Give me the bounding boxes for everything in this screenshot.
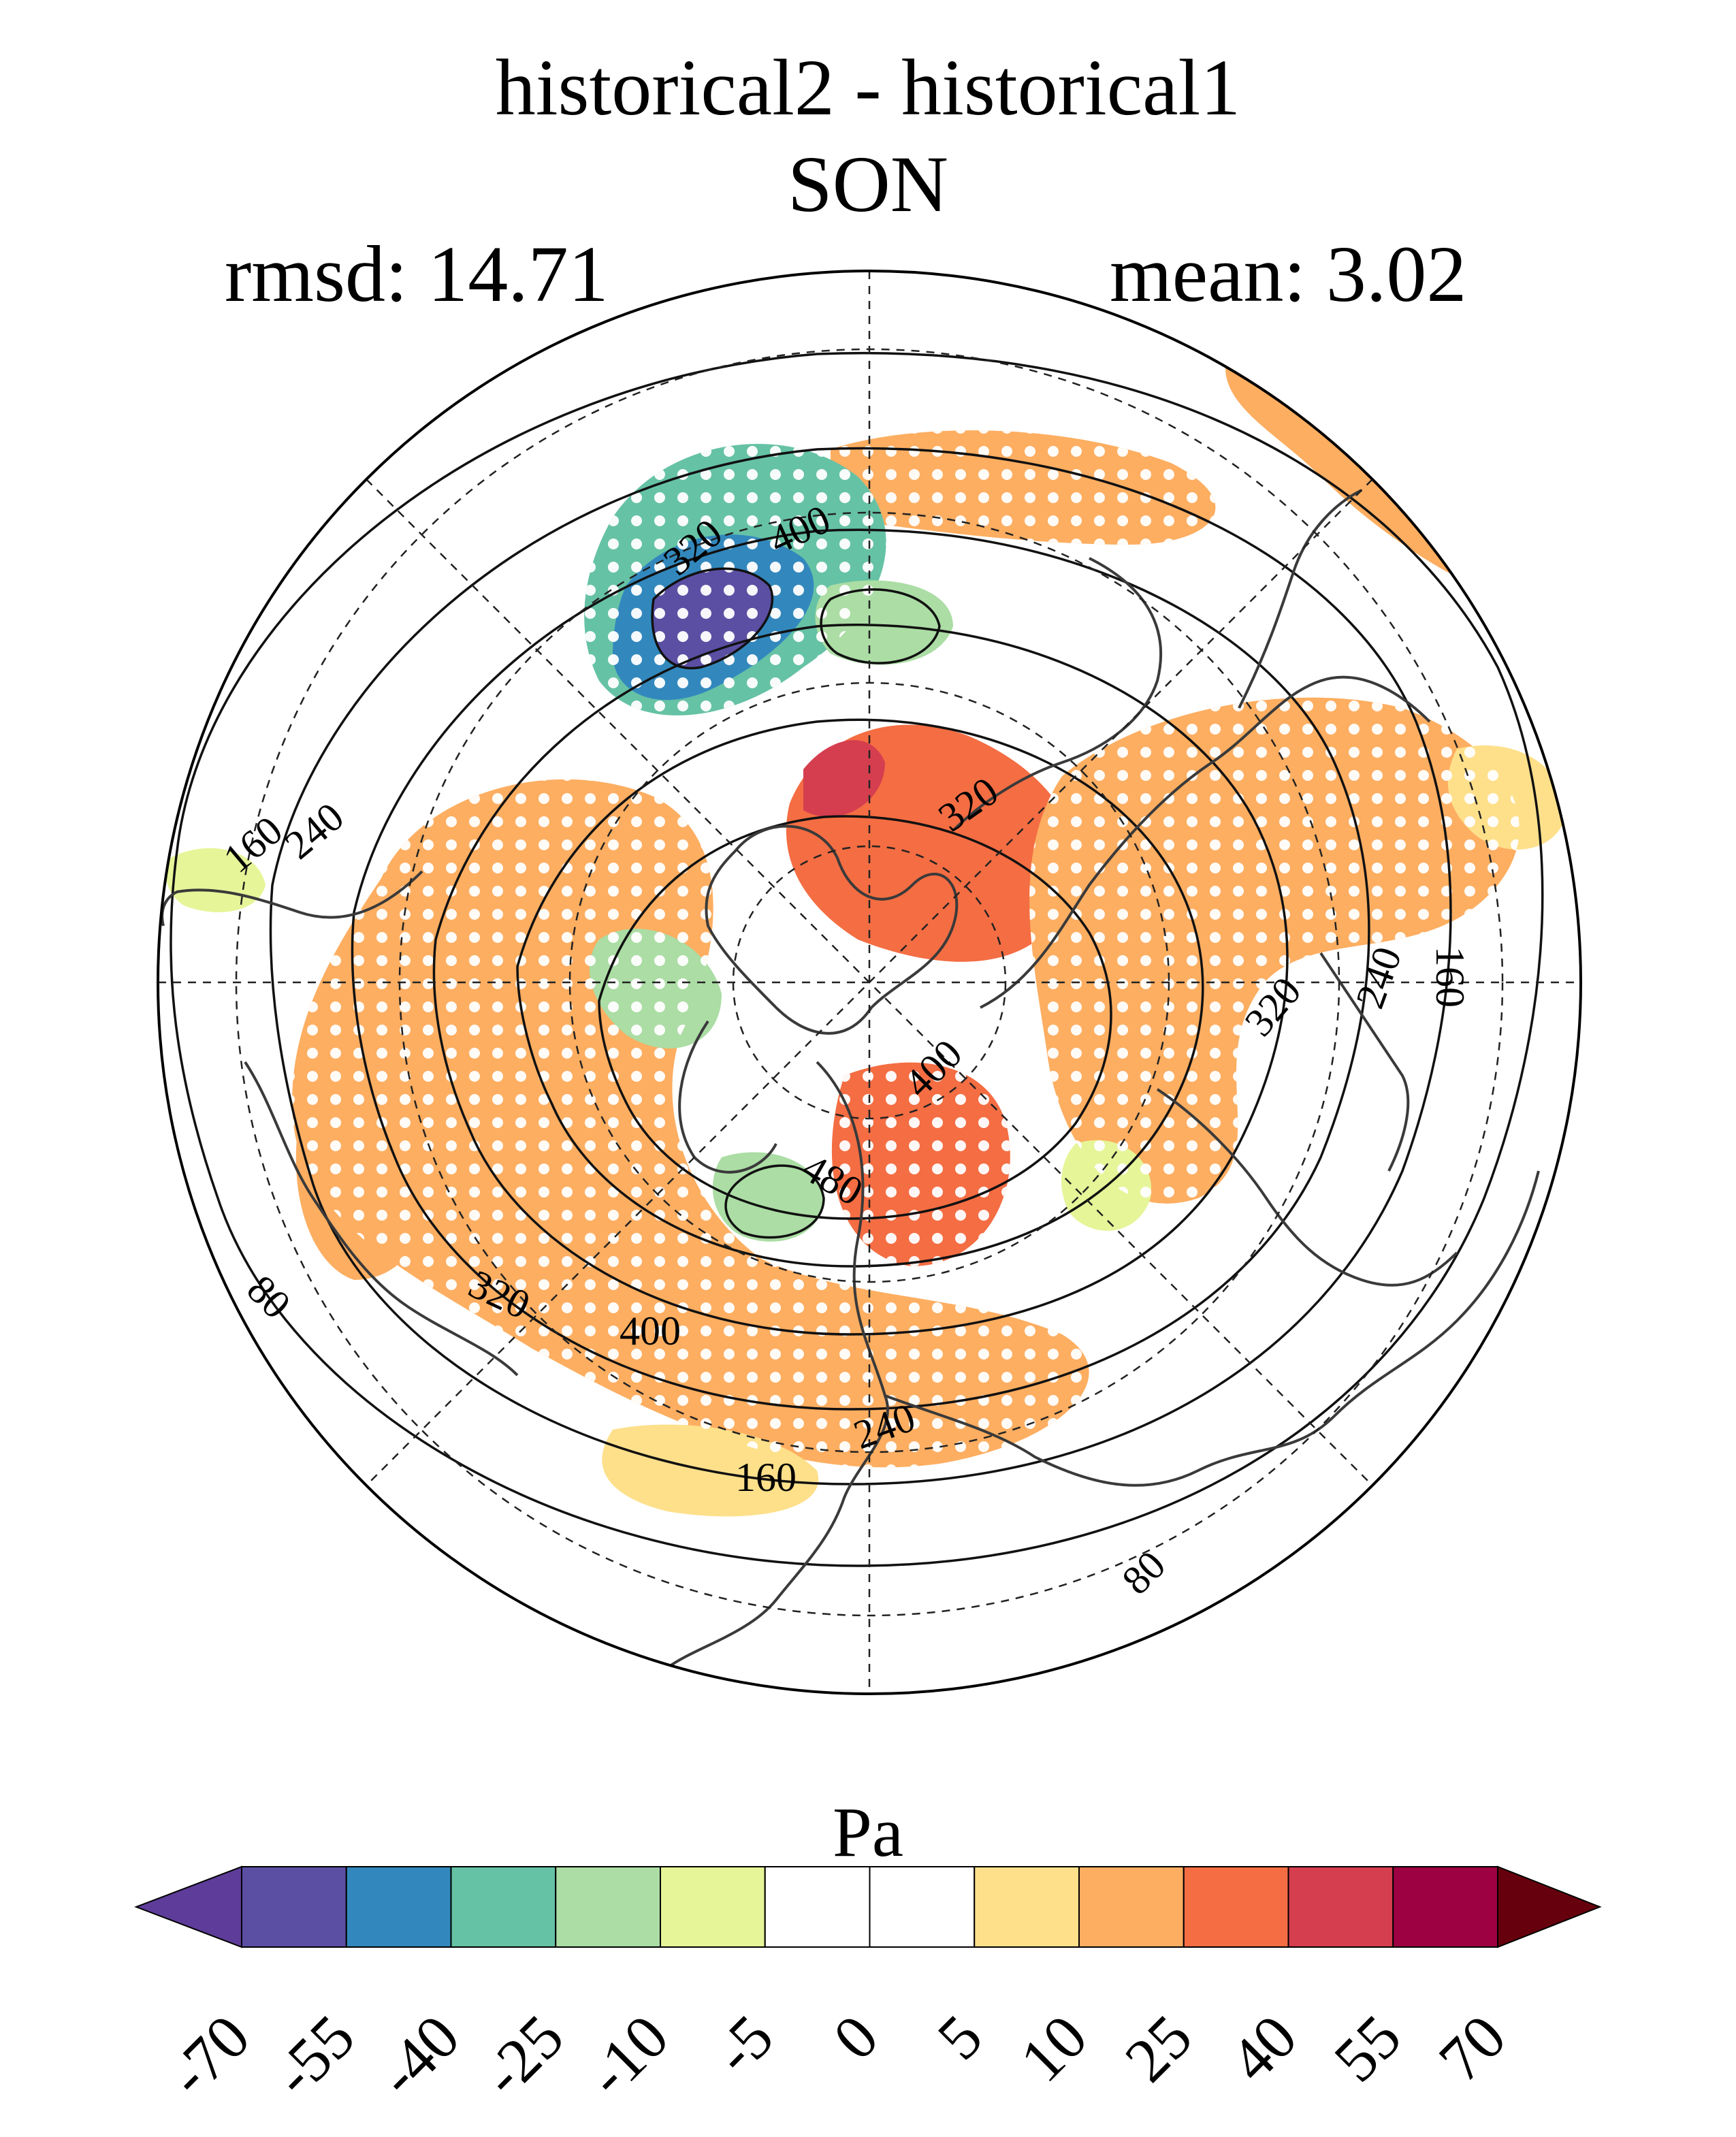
colorbar-box [1078,1866,1185,1948]
graticule [158,271,1581,1694]
colorbar-box [974,1866,1080,1948]
colorbar-unit: Pa [833,1793,903,1871]
stippling [292,430,1520,1468]
anomaly-region [712,1152,824,1242]
plot-title: historical2 - historical1 [495,43,1241,132]
colorbar-box [1392,1866,1498,1948]
colorbar-box [241,1866,347,1948]
map-field [158,271,1581,1694]
colorbar-box [555,1866,661,1948]
colorbar-box [660,1866,766,1948]
contour-label: 400 [620,1308,681,1353]
colorbar-box [450,1866,557,1948]
rmsd-label: rmsd: 14.71 [225,229,609,319]
colorbar [134,1865,1602,1948]
colorbar-box [1287,1866,1394,1948]
colorbar-high-extension [1497,1865,1602,1948]
colorbar-box [764,1866,871,1948]
contour-label: 160 [1428,946,1473,1008]
colorbar-box [1183,1866,1289,1948]
mean-label: mean: 3.02 [1110,229,1467,319]
colorbar-box [345,1866,452,1948]
climatology-contours [170,351,1544,1567]
anomaly-region [803,740,885,818]
contour-label: 160 [735,1455,797,1500]
colorbar-box [869,1866,976,1948]
season-label: SON [787,140,949,229]
map-boundary [157,270,1582,1695]
colorbar-low-extension [134,1865,242,1948]
polar-map: 320 400 160 240 320 160 240 320 400 480 … [157,270,1582,1695]
